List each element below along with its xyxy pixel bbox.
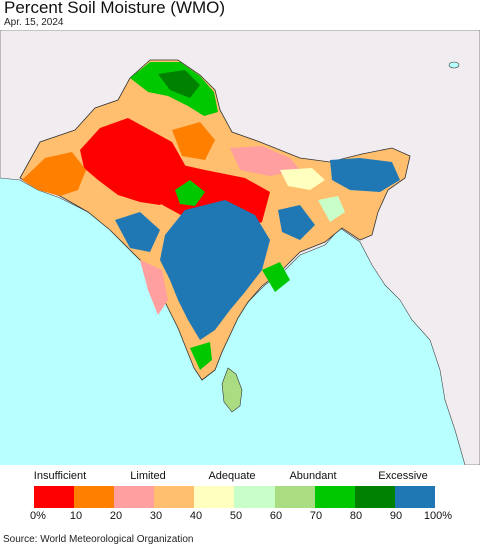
legend-tick: 40 [189,510,203,522]
legend-tick: 50 [229,510,243,522]
legend-swatch-40-50 [194,486,235,508]
legend-category-abundant: Abundant [289,470,337,482]
legend-category-adequate: Adequate [208,470,256,482]
central-blue [160,200,270,340]
legend-tick: 60 [269,510,283,522]
orange-band-2 [172,122,215,160]
yellow-patch [280,168,325,190]
pink-patch-2 [230,146,300,176]
west-blue [115,212,160,252]
northeast-blue [330,158,400,192]
legend-swatch-60-70 [274,486,315,508]
legend-tick: 30 [149,510,163,522]
legend-swatch-20-30 [114,486,155,508]
orange-band [22,152,86,196]
legend-category-limited: Limited [130,470,166,482]
legend-tick: 100% [423,510,453,522]
legend-swatch-30-40 [154,486,195,508]
map-title: Percent Soil Moisture (WMO) [4,0,226,17]
legend-tick: 10 [69,510,83,522]
legend: Insufficient Limited Adequate Abundant E… [0,465,480,530]
north-dark-green [158,70,200,98]
green-fringe [175,180,205,206]
legend-swatch-70-80 [314,486,355,508]
legend-tick: 20 [109,510,123,522]
green-fringe-3 [190,342,212,370]
legend-tick: 80 [349,510,363,522]
east-blue [278,205,315,240]
legend-swatch-0-10 [34,486,75,508]
legend-category-excessive: Excessive [378,470,428,482]
pink-patch [140,260,168,315]
legend-tick: 0% [30,510,46,522]
legend-swatch-10-20 [74,486,115,508]
legend-swatch-90-100 [394,486,435,508]
legend-category-insufficient: Insufficient [33,470,87,482]
map-date: Apr. 15, 2024 [4,17,64,28]
light-green-patch [318,196,345,222]
legend-tick: 90 [389,510,403,522]
legend-swatch-50-60 [234,486,275,508]
legend-swatch-80-90 [354,486,395,508]
legend-tick: 70 [309,510,323,522]
legend-color-bar [34,486,435,508]
sri-lanka [221,367,243,413]
soil-moisture-map [0,30,480,465]
source-credit: Source: World Meteorological Organizatio… [3,534,194,545]
lake [448,61,460,69]
green-fringe-2 [262,262,290,292]
